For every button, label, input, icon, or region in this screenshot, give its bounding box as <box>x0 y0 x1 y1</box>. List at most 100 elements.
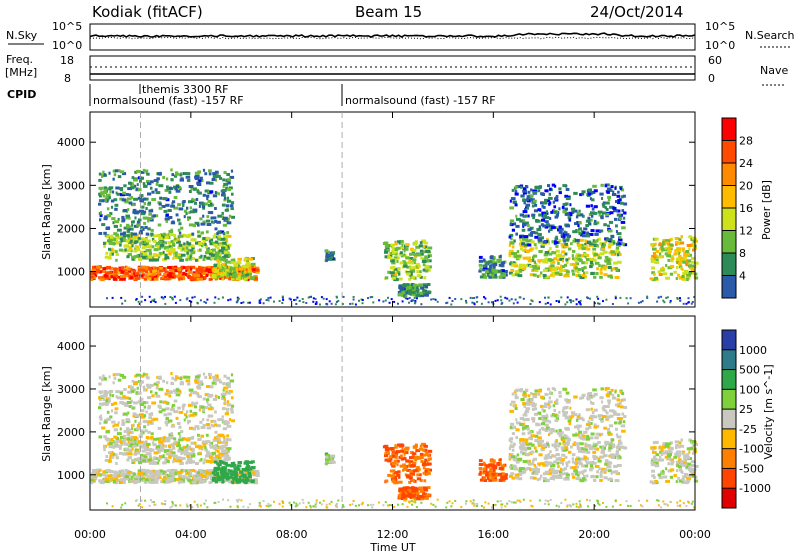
power-echo-cell <box>179 258 184 262</box>
velocity-echo-cell <box>212 438 216 442</box>
velocity-echo-cell <box>420 496 424 500</box>
velocity-echo-cell <box>222 420 228 424</box>
power-clutter-cell <box>522 297 525 300</box>
power-echo-cell <box>131 223 134 227</box>
power-echo-cell <box>110 199 115 203</box>
power-echo-cell <box>688 266 692 270</box>
velocity-echo-cell <box>150 421 154 425</box>
power-echo-cell <box>207 270 213 274</box>
power-echo-cell <box>103 188 108 192</box>
velocity-echo-cell <box>200 458 203 461</box>
power-echo-cell <box>164 270 168 274</box>
velocity-echo-cell <box>219 380 223 384</box>
power-echo-cell <box>132 203 135 207</box>
power-echo-cell <box>198 204 201 208</box>
power-echo-cell <box>255 268 260 272</box>
power-echo-cell <box>610 250 615 254</box>
power-echo-cell <box>204 202 208 206</box>
power-clutter-cell <box>319 303 321 306</box>
velocity-echo-cell <box>597 459 602 463</box>
power-echo-cell <box>561 265 566 269</box>
power-echo-cell <box>217 264 222 268</box>
power-clutter-cell <box>153 298 156 301</box>
power-echo-cell <box>208 211 214 215</box>
power-echo-cell <box>564 207 568 211</box>
velocity-echo-cell <box>618 447 621 451</box>
velocity-echo-cell <box>152 437 158 441</box>
velocity-echo-cell <box>418 495 423 498</box>
power-echo-cell <box>659 252 662 256</box>
velocity-echo-cell <box>97 469 101 473</box>
velocity-echo-cell <box>415 497 421 501</box>
power-echo-cell <box>482 268 486 272</box>
power-echo-cell <box>147 277 152 281</box>
power-echo-cell <box>244 265 249 269</box>
power-echo-cell <box>665 276 670 280</box>
power-echo-cell <box>405 243 410 247</box>
power-echo-cell <box>616 194 620 198</box>
velocity-echo-cell <box>243 479 247 483</box>
power-echo-cell <box>200 254 203 258</box>
power-echo-cell <box>110 205 114 209</box>
power-echo-cell <box>145 232 149 236</box>
velocity-echo-cell <box>215 382 217 386</box>
power-echo-cell <box>185 258 189 262</box>
power-echo-cell <box>403 249 406 253</box>
power-echo-cell <box>613 250 619 254</box>
power-echo-cell <box>515 257 520 261</box>
velocity-echo-cell <box>598 457 601 461</box>
power-echo-cell <box>248 273 251 277</box>
power-clutter-cell <box>566 301 569 304</box>
power-echo-cell <box>590 204 593 208</box>
power-echo-cell <box>526 256 529 260</box>
velocity-echo-cell <box>548 455 553 459</box>
velocity-echo-cell <box>159 472 163 476</box>
power-echo-cell <box>409 261 414 265</box>
power-echo-cell <box>678 276 684 280</box>
power-echo-cell <box>216 246 220 250</box>
velocity-echo-cell <box>205 440 211 444</box>
velocity-echo-cell <box>131 461 135 464</box>
power-echo-cell <box>490 273 495 277</box>
power-echo-cell <box>678 242 681 246</box>
velocity-echo-cell <box>191 460 195 464</box>
velocity-echo-cell <box>586 450 591 454</box>
velocity-echo-cell <box>558 474 562 478</box>
power-echo-cell <box>531 213 536 217</box>
velocity-echo-cell <box>594 465 600 468</box>
power-echo-cell <box>519 219 523 223</box>
power-echo-cell <box>162 250 165 254</box>
power-echo-cell <box>102 170 105 174</box>
power-echo-cell <box>615 200 618 203</box>
power-echo-cell <box>113 173 117 177</box>
power-echo-cell <box>605 238 610 242</box>
velocity-echo-cell <box>210 441 214 445</box>
power-echo-cell <box>227 188 232 191</box>
power-echo-cell <box>223 249 229 253</box>
power-clutter-cell <box>476 296 479 299</box>
velocity-echo-cell <box>117 474 121 478</box>
power-echo-cell <box>142 273 146 277</box>
power-clutter-cell <box>326 303 329 306</box>
velocity-echo-cell <box>254 469 260 473</box>
velocity-echo-cell <box>253 480 258 484</box>
power-clutter-cell <box>278 300 281 302</box>
power-clutter-cell <box>393 300 396 303</box>
power-echo-cell <box>510 197 516 201</box>
velocity-echo-cell <box>116 437 119 440</box>
velocity-echo-cell <box>227 468 230 472</box>
power-echo-cell <box>199 269 203 273</box>
velocity-echo-cell <box>188 471 191 475</box>
velocity-echo-cell <box>209 393 214 397</box>
velocity-echo-cell <box>145 473 148 477</box>
power-echo-cell <box>512 200 516 204</box>
power-clutter-cell <box>432 298 435 300</box>
power-echo-cell <box>651 244 654 248</box>
power-clutter-cell <box>564 303 567 306</box>
power-echo-cell <box>180 275 185 279</box>
velocity-echo-cell <box>198 480 204 484</box>
power-echo-cell <box>130 237 135 241</box>
velocity-echo-cell <box>106 477 112 481</box>
velocity-echo-cell <box>200 470 204 474</box>
power-echo-cell <box>556 258 560 262</box>
